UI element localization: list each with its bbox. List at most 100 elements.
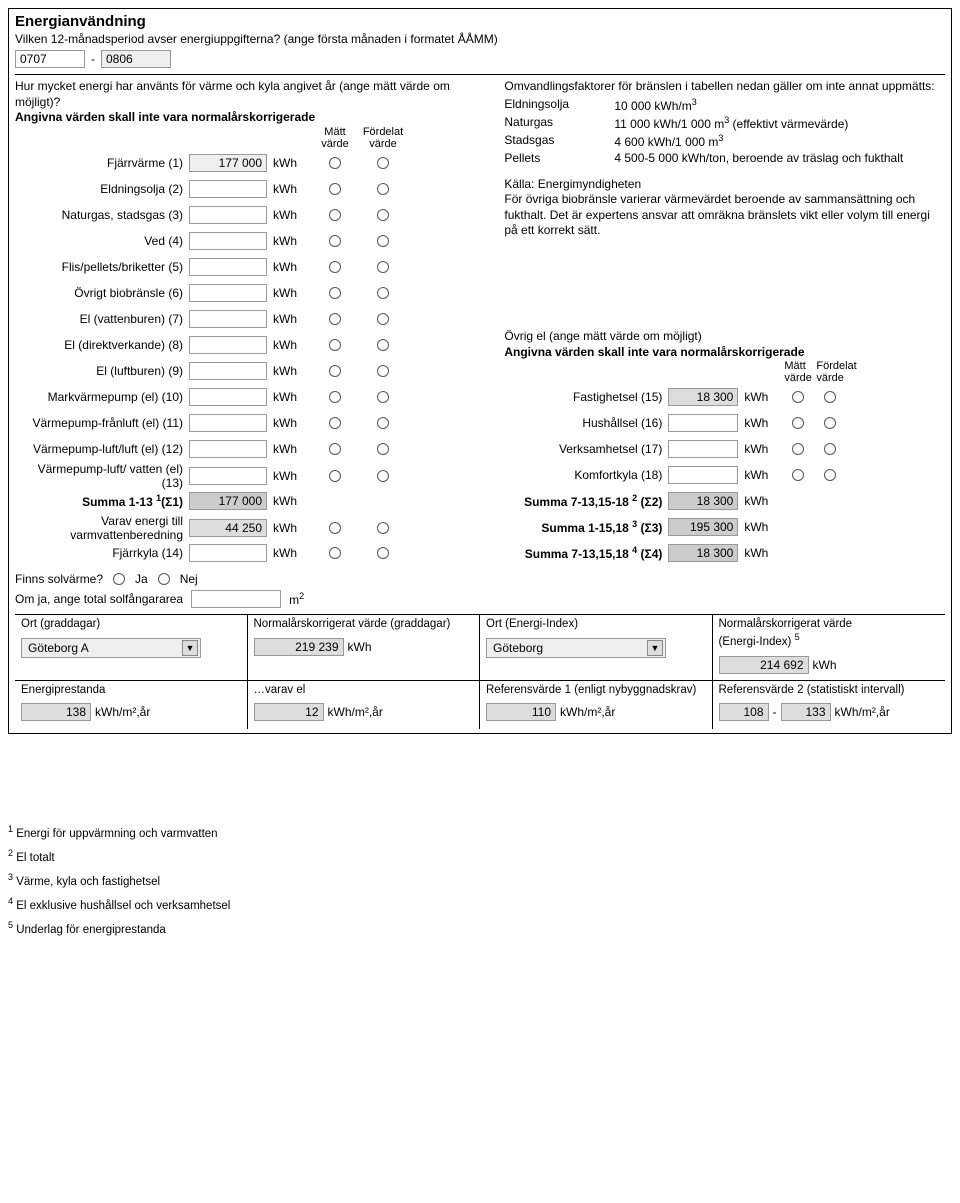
conv-key: Stadsgas <box>504 133 614 149</box>
energy-radio-matt[interactable] <box>329 287 341 299</box>
energy-value-input[interactable] <box>189 310 267 328</box>
energy-radio-matt[interactable] <box>329 235 341 247</box>
energy-value-input[interactable] <box>189 336 267 354</box>
energy-radio-matt[interactable] <box>329 313 341 325</box>
perf-unit: kWh/m²,år <box>95 705 150 719</box>
fjarrkyla-value[interactable] <box>189 544 267 562</box>
energy-radio-matt[interactable] <box>329 157 341 169</box>
energy-radio-matt[interactable] <box>329 183 341 195</box>
energy-value-input[interactable] <box>189 206 267 224</box>
energy-value-input[interactable] <box>189 284 267 302</box>
energy-value-input[interactable] <box>189 414 267 432</box>
sum1-value: 177 000 <box>189 492 267 510</box>
energy-radio-fordelat[interactable] <box>377 235 389 247</box>
energy-value-input[interactable] <box>189 388 267 406</box>
energy-radio-matt[interactable] <box>329 391 341 403</box>
solar-radio-ja[interactable] <box>113 573 125 585</box>
right-radio-fordelat[interactable] <box>824 443 836 455</box>
energy-radio-matt[interactable] <box>329 417 341 429</box>
energy-radio-matt[interactable] <box>329 209 341 221</box>
energy-unit: kWh <box>273 260 309 274</box>
ort-energiindex-select[interactable]: Göteborg ▼ <box>486 638 666 658</box>
right-value-input[interactable]: 18 300 <box>668 388 738 406</box>
ort-graddagar-value: Göteborg A <box>28 641 89 655</box>
sum1-label-a: Summa 1-13 <box>82 495 156 509</box>
energy-radio-fordelat[interactable] <box>377 365 389 377</box>
period-to-input[interactable]: 0806 <box>101 50 171 68</box>
energy-unit: kWh <box>273 182 309 196</box>
energy-radio-fordelat[interactable] <box>377 443 389 455</box>
solar-area-unit: m2 <box>289 591 304 607</box>
ort-graddagar-select[interactable]: Göteborg A ▼ <box>21 638 201 658</box>
varav-row: Varav energi till varmvattenberedning 44… <box>15 514 492 540</box>
varav-value[interactable]: 44 250 <box>189 519 267 537</box>
solar-radio-nej[interactable] <box>158 573 170 585</box>
right-radio-fordelat[interactable] <box>824 417 836 429</box>
right-unit: kWh <box>744 442 780 456</box>
right-value-input[interactable] <box>668 414 738 432</box>
conv-val: 4 600 kWh/1 000 m3 <box>614 133 945 149</box>
energy-radio-matt[interactable] <box>329 443 341 455</box>
right-radio-fordelat[interactable] <box>824 391 836 403</box>
footnote-2: El totalt <box>16 852 54 864</box>
energy-value-input[interactable] <box>189 362 267 380</box>
energy-radio-fordelat[interactable] <box>377 417 389 429</box>
energy-radio-fordelat[interactable] <box>377 470 389 482</box>
footnote-3: Värme, kyla och fastighetsel <box>16 876 160 888</box>
varav-label: Varav energi till varmvattenberedning <box>15 514 185 542</box>
energy-row-label: El (vattenburen) (7) <box>15 312 185 326</box>
right-radio-matt[interactable] <box>792 443 804 455</box>
energy-value-input[interactable]: 177 000 <box>189 154 267 172</box>
energy-radio-fordelat[interactable] <box>377 339 389 351</box>
right-radio-matt[interactable] <box>792 469 804 481</box>
energy-value-input[interactable] <box>189 232 267 250</box>
energy-radio-matt[interactable] <box>329 261 341 273</box>
energy-radio-fordelat[interactable] <box>377 261 389 273</box>
energy-radio-fordelat[interactable] <box>377 391 389 403</box>
sum1-label-b: (Σ1) <box>161 495 183 509</box>
right-radio-matt[interactable] <box>792 417 804 429</box>
ref2-label: Referensvärde 2 (statistiskt intervall) <box>719 684 940 698</box>
energy-radio-fordelat[interactable] <box>377 157 389 169</box>
energy-radio-matt[interactable] <box>329 470 341 482</box>
energy-row: Markvärmepump (el) (10)kWh <box>15 384 492 410</box>
energy-value-input[interactable] <box>189 180 267 198</box>
right-value-input[interactable] <box>668 466 738 484</box>
energy-row: Värmepump-luft/ vatten (el) (13)kWh <box>15 462 492 488</box>
energy-radio-matt[interactable] <box>329 365 341 377</box>
solar-area-input[interactable] <box>191 590 281 608</box>
right-value-input[interactable] <box>668 440 738 458</box>
varav-radio-matt[interactable] <box>329 522 341 534</box>
fjarrkyla-radio-fordelat[interactable] <box>377 547 389 559</box>
source-note: För övriga biobränsle varierar värmevärd… <box>504 192 945 239</box>
right-sum-unit: kWh <box>744 520 780 534</box>
energy-value-input[interactable] <box>189 440 267 458</box>
energy-radio-fordelat[interactable] <box>377 183 389 195</box>
varav-radio-fordelat[interactable] <box>377 522 389 534</box>
energy-row-label: Övrigt biobränsle (6) <box>15 286 185 300</box>
energy-radio-matt[interactable] <box>329 339 341 351</box>
energy-value-input[interactable] <box>189 467 267 485</box>
source: Källa: Energimyndigheten <box>504 177 945 193</box>
ref1-label: Referensvärde 1 (enligt nybyggnadskrav) <box>486 684 706 698</box>
period-from-input[interactable]: 0707 <box>15 50 85 68</box>
energy-row-label: El (direktverkande) (8) <box>15 338 185 352</box>
left-energy-table: Fjärrvärme (1)177 000kWhEldningsolja (2)… <box>15 150 492 488</box>
chevron-down-icon-2: ▼ <box>647 640 663 656</box>
right-radio-fordelat[interactable] <box>824 469 836 481</box>
ref1-value: 110 <box>486 703 556 721</box>
chevron-down-icon: ▼ <box>182 640 198 656</box>
energy-unit: kWh <box>273 208 309 222</box>
ref2-unit: kWh/m²,år <box>835 705 890 719</box>
energy-radio-fordelat[interactable] <box>377 209 389 221</box>
energy-radio-fordelat[interactable] <box>377 287 389 299</box>
right-sum-unit: kWh <box>744 546 780 560</box>
col-hdr-matt: Mätt värde <box>313 126 357 150</box>
norm-energiindex-label: Normalårskorrigerat värde (Energi-Index)… <box>719 618 940 649</box>
fjarrkyla-radio-matt[interactable] <box>329 547 341 559</box>
left-header-row: Mätt värde Fördelat värde <box>15 126 492 150</box>
right-col-hdr-matt: Mätt värde <box>784 360 812 384</box>
energy-radio-fordelat[interactable] <box>377 313 389 325</box>
energy-value-input[interactable] <box>189 258 267 276</box>
right-radio-matt[interactable] <box>792 391 804 403</box>
